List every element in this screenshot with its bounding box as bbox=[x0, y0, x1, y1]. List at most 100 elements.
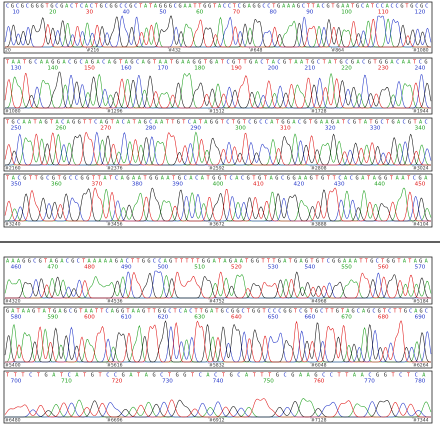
base-call: A bbox=[12, 60, 16, 66]
base-position-label: 260 bbox=[56, 126, 67, 132]
base-call: A bbox=[164, 259, 168, 265]
base-call: G bbox=[45, 120, 48, 126]
base-position-label: 680 bbox=[378, 315, 389, 321]
base-call: G bbox=[147, 60, 150, 66]
base-call: A bbox=[298, 176, 302, 182]
base-call: T bbox=[310, 259, 313, 265]
base-call: A bbox=[46, 60, 50, 66]
base-call: A bbox=[402, 60, 406, 66]
base-call: C bbox=[188, 120, 191, 126]
base-call: G bbox=[331, 120, 334, 126]
base-call: A bbox=[304, 176, 308, 182]
base-call: C bbox=[195, 176, 198, 182]
base-call: G bbox=[283, 309, 286, 315]
base-call: T bbox=[289, 60, 292, 66]
base-call: C bbox=[409, 309, 412, 315]
base-call: G bbox=[384, 373, 387, 379]
base-call: G bbox=[287, 120, 290, 126]
base-call: T bbox=[99, 373, 102, 379]
base-call: A bbox=[270, 176, 274, 182]
base-call: C bbox=[226, 120, 229, 126]
base-call: A bbox=[43, 309, 47, 315]
base-position-label: 40 bbox=[123, 10, 131, 16]
base-call: T bbox=[149, 4, 152, 10]
base-call: G bbox=[247, 176, 250, 182]
base-call: G bbox=[176, 60, 179, 66]
base-call: T bbox=[369, 120, 372, 126]
base-call: G bbox=[40, 176, 43, 182]
base-call: C bbox=[160, 373, 163, 379]
base-call: C bbox=[381, 4, 384, 10]
base-position-label: 780 bbox=[415, 379, 426, 385]
base-call: T bbox=[83, 373, 86, 379]
base-call: A bbox=[65, 4, 69, 10]
base-call: T bbox=[92, 176, 95, 182]
base-call: A bbox=[129, 373, 133, 379]
base-call: T bbox=[222, 373, 225, 379]
base-call: T bbox=[82, 259, 85, 265]
base-call: T bbox=[172, 176, 175, 182]
base-call: T bbox=[194, 309, 197, 315]
base-call: C bbox=[153, 259, 156, 265]
base-call: A bbox=[193, 120, 197, 126]
base-call: A bbox=[407, 60, 411, 66]
base-call: A bbox=[164, 60, 168, 66]
base-call: T bbox=[89, 120, 92, 126]
base-call: C bbox=[61, 120, 64, 126]
base-call: T bbox=[196, 259, 199, 265]
base-call: T bbox=[367, 176, 370, 182]
base-call: A bbox=[85, 60, 89, 66]
base-call: T bbox=[175, 259, 178, 265]
base-call: A bbox=[125, 60, 129, 66]
base-call: T bbox=[365, 259, 368, 265]
base-call: T bbox=[37, 373, 40, 379]
base-call: G bbox=[155, 176, 158, 182]
base-call: G bbox=[336, 309, 339, 315]
base-call: A bbox=[161, 176, 165, 182]
base-call: G bbox=[12, 120, 15, 126]
base-call: T bbox=[405, 4, 408, 10]
sample-index-label: #3456 bbox=[107, 221, 123, 227]
base-call: A bbox=[361, 176, 365, 182]
base-call: G bbox=[419, 259, 422, 265]
base-call: C bbox=[424, 120, 427, 126]
base-call: T bbox=[331, 309, 334, 315]
base-call: C bbox=[372, 309, 375, 315]
base-position-label: 370 bbox=[91, 182, 102, 188]
base-position-label: 630 bbox=[194, 315, 205, 321]
trace-A bbox=[4, 187, 432, 222]
base-call: C bbox=[16, 4, 19, 10]
base-call: G bbox=[100, 4, 103, 10]
trace-T bbox=[5, 18, 431, 48]
base-call: T bbox=[413, 120, 416, 126]
base-call: G bbox=[370, 259, 373, 265]
sample-index-label: #3024 bbox=[413, 165, 429, 171]
trace-C bbox=[5, 74, 432, 109]
base-call: C bbox=[265, 120, 268, 126]
base-call: A bbox=[12, 176, 16, 182]
base-call: C bbox=[114, 373, 117, 379]
base-call: G bbox=[45, 373, 48, 379]
trace-G bbox=[4, 320, 432, 363]
base-call: G bbox=[159, 4, 162, 10]
base-call: G bbox=[179, 4, 182, 10]
base-call: T bbox=[386, 120, 389, 126]
base-call: T bbox=[393, 309, 396, 315]
panel-frame bbox=[3, 117, 433, 172]
base-call: A bbox=[328, 60, 332, 66]
base-call: C bbox=[199, 373, 202, 379]
base-call: T bbox=[243, 120, 246, 126]
base-call: T bbox=[264, 176, 267, 182]
trace-G bbox=[4, 15, 432, 48]
base-position-label: 440 bbox=[374, 182, 385, 188]
base-call: A bbox=[307, 373, 311, 379]
panel-frame bbox=[3, 57, 433, 115]
base-call: A bbox=[419, 120, 423, 126]
base-call: C bbox=[262, 4, 265, 10]
base-call: C bbox=[126, 259, 129, 265]
trace-G bbox=[5, 71, 432, 109]
base-call: A bbox=[111, 309, 115, 315]
base-call: A bbox=[390, 60, 394, 66]
base-call: T bbox=[109, 176, 112, 182]
base-call: A bbox=[11, 259, 15, 265]
